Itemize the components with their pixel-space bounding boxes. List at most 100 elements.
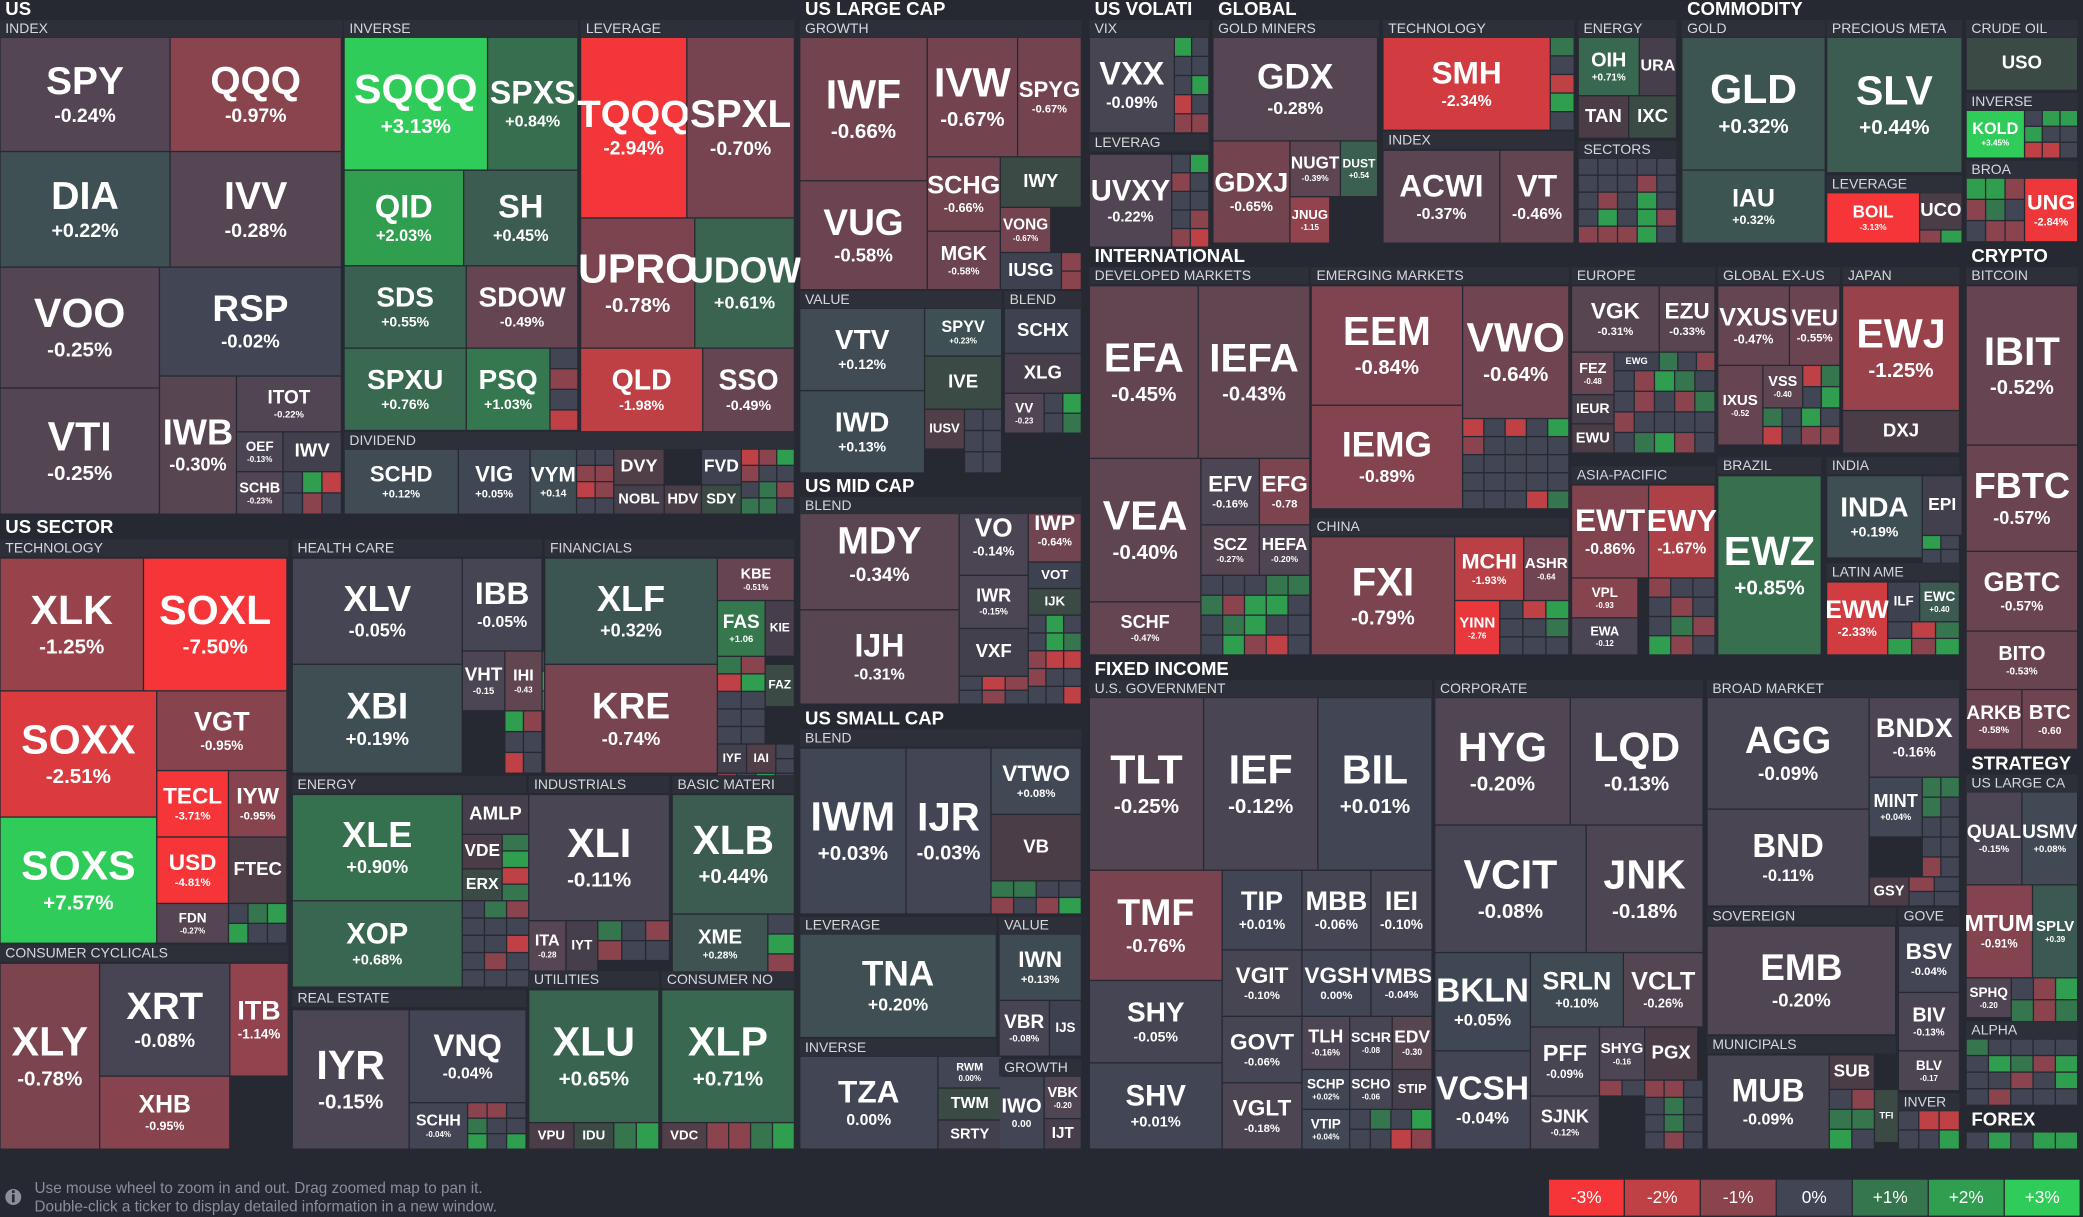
tile[interactable] [1707,698,1869,809]
tile[interactable] [1044,1119,1081,1149]
tile[interactable] [1260,525,1310,575]
tile[interactable] [1572,424,1614,453]
tile[interactable] [703,348,794,432]
tile[interactable] [529,795,669,921]
tile[interactable] [1531,953,1623,1027]
tile[interactable] [1572,395,1614,424]
tile[interactable] [292,664,462,773]
tile[interactable] [1383,37,1550,130]
tile[interactable] [1966,552,2078,631]
tile[interactable] [1089,1063,1222,1149]
tile[interactable] [409,1103,467,1149]
tile[interactable] [925,356,1001,409]
tile[interactable] [1350,1070,1392,1109]
tile[interactable] [1371,870,1432,950]
tile[interactable] [1682,37,1825,170]
tile[interactable] [1614,352,1659,371]
tile[interactable] [1966,885,2032,978]
tile[interactable] [0,388,159,514]
tile[interactable] [1383,150,1500,243]
tile[interactable] [991,748,1081,814]
tile[interactable] [529,921,566,971]
tile[interactable] [959,575,1028,628]
tile[interactable] [462,558,542,651]
tile[interactable] [1827,476,1922,558]
tile[interactable] [927,37,1017,157]
tile[interactable] [1572,578,1638,618]
tile[interactable] [1572,286,1659,352]
tile[interactable] [687,37,794,218]
tile[interactable] [1311,286,1462,405]
tile[interactable] [800,498,959,610]
tile[interactable] [157,771,228,837]
tile[interactable] [765,664,794,707]
tile[interactable] [581,218,695,348]
tile[interactable] [1572,485,1648,578]
tile[interactable] [1302,950,1371,1016]
tile[interactable] [464,170,578,266]
tile[interactable] [1899,993,1959,1051]
tile[interactable] [1089,602,1201,655]
tile[interactable] [157,837,228,903]
tile[interactable] [1869,877,1909,906]
tile[interactable] [1920,582,1959,622]
tile[interactable] [1707,926,1896,1035]
tile[interactable] [1089,37,1174,133]
tile[interactable] [488,37,578,170]
tile[interactable] [1600,1027,1644,1080]
tile[interactable] [614,485,664,514]
tile[interactable] [1869,698,1959,777]
tile[interactable] [0,963,99,1149]
tile[interactable] [1455,537,1524,600]
tile[interactable] [927,157,1000,231]
tile[interactable] [747,744,776,773]
tile[interactable] [1463,286,1569,418]
tile[interactable] [292,795,462,901]
tile[interactable] [1302,1070,1350,1109]
tile[interactable] [1827,193,1919,243]
tile[interactable] [1392,1016,1432,1069]
tile[interactable] [999,1076,1044,1149]
tile[interactable] [160,267,341,376]
tile[interactable] [292,558,462,664]
tile[interactable] [545,558,717,664]
tile[interactable] [999,934,1081,1000]
tile[interactable] [1089,459,1201,602]
tile[interactable] [800,308,924,390]
tile[interactable] [1718,476,1821,655]
tile[interactable] [462,869,502,901]
tile[interactable] [0,152,170,267]
tile[interactable] [938,1120,1001,1149]
tile[interactable] [1843,286,1959,410]
tile[interactable] [229,837,287,903]
tile[interactable] [529,1123,574,1149]
tile[interactable] [157,691,287,770]
tile[interactable] [1050,1001,1081,1056]
tile[interactable] [1089,981,1222,1063]
tile[interactable] [2033,885,2078,978]
tile[interactable] [1000,157,1081,207]
tile[interactable] [530,449,576,514]
tile[interactable] [1341,141,1377,197]
tile[interactable] [1718,286,1789,365]
tile[interactable] [702,449,741,485]
tile[interactable] [1302,1016,1350,1069]
tile[interactable] [1829,1055,1874,1089]
tile[interactable] [157,904,228,943]
tile[interactable] [409,1010,526,1103]
tile[interactable] [1922,476,1962,535]
tile[interactable] [1718,366,1763,445]
tile[interactable] [237,472,283,514]
tile[interactable] [1645,1027,1698,1080]
tile[interactable] [925,308,1001,356]
tile[interactable] [1204,698,1318,870]
tile[interactable] [800,610,959,704]
tile[interactable] [1028,562,1081,588]
tile[interactable] [462,795,529,834]
tile[interactable] [1302,1109,1350,1149]
tile[interactable] [1524,537,1569,600]
tile[interactable] [927,231,1000,290]
tile[interactable] [466,266,578,348]
tile[interactable] [170,152,341,267]
tile[interactable] [1004,393,1044,433]
